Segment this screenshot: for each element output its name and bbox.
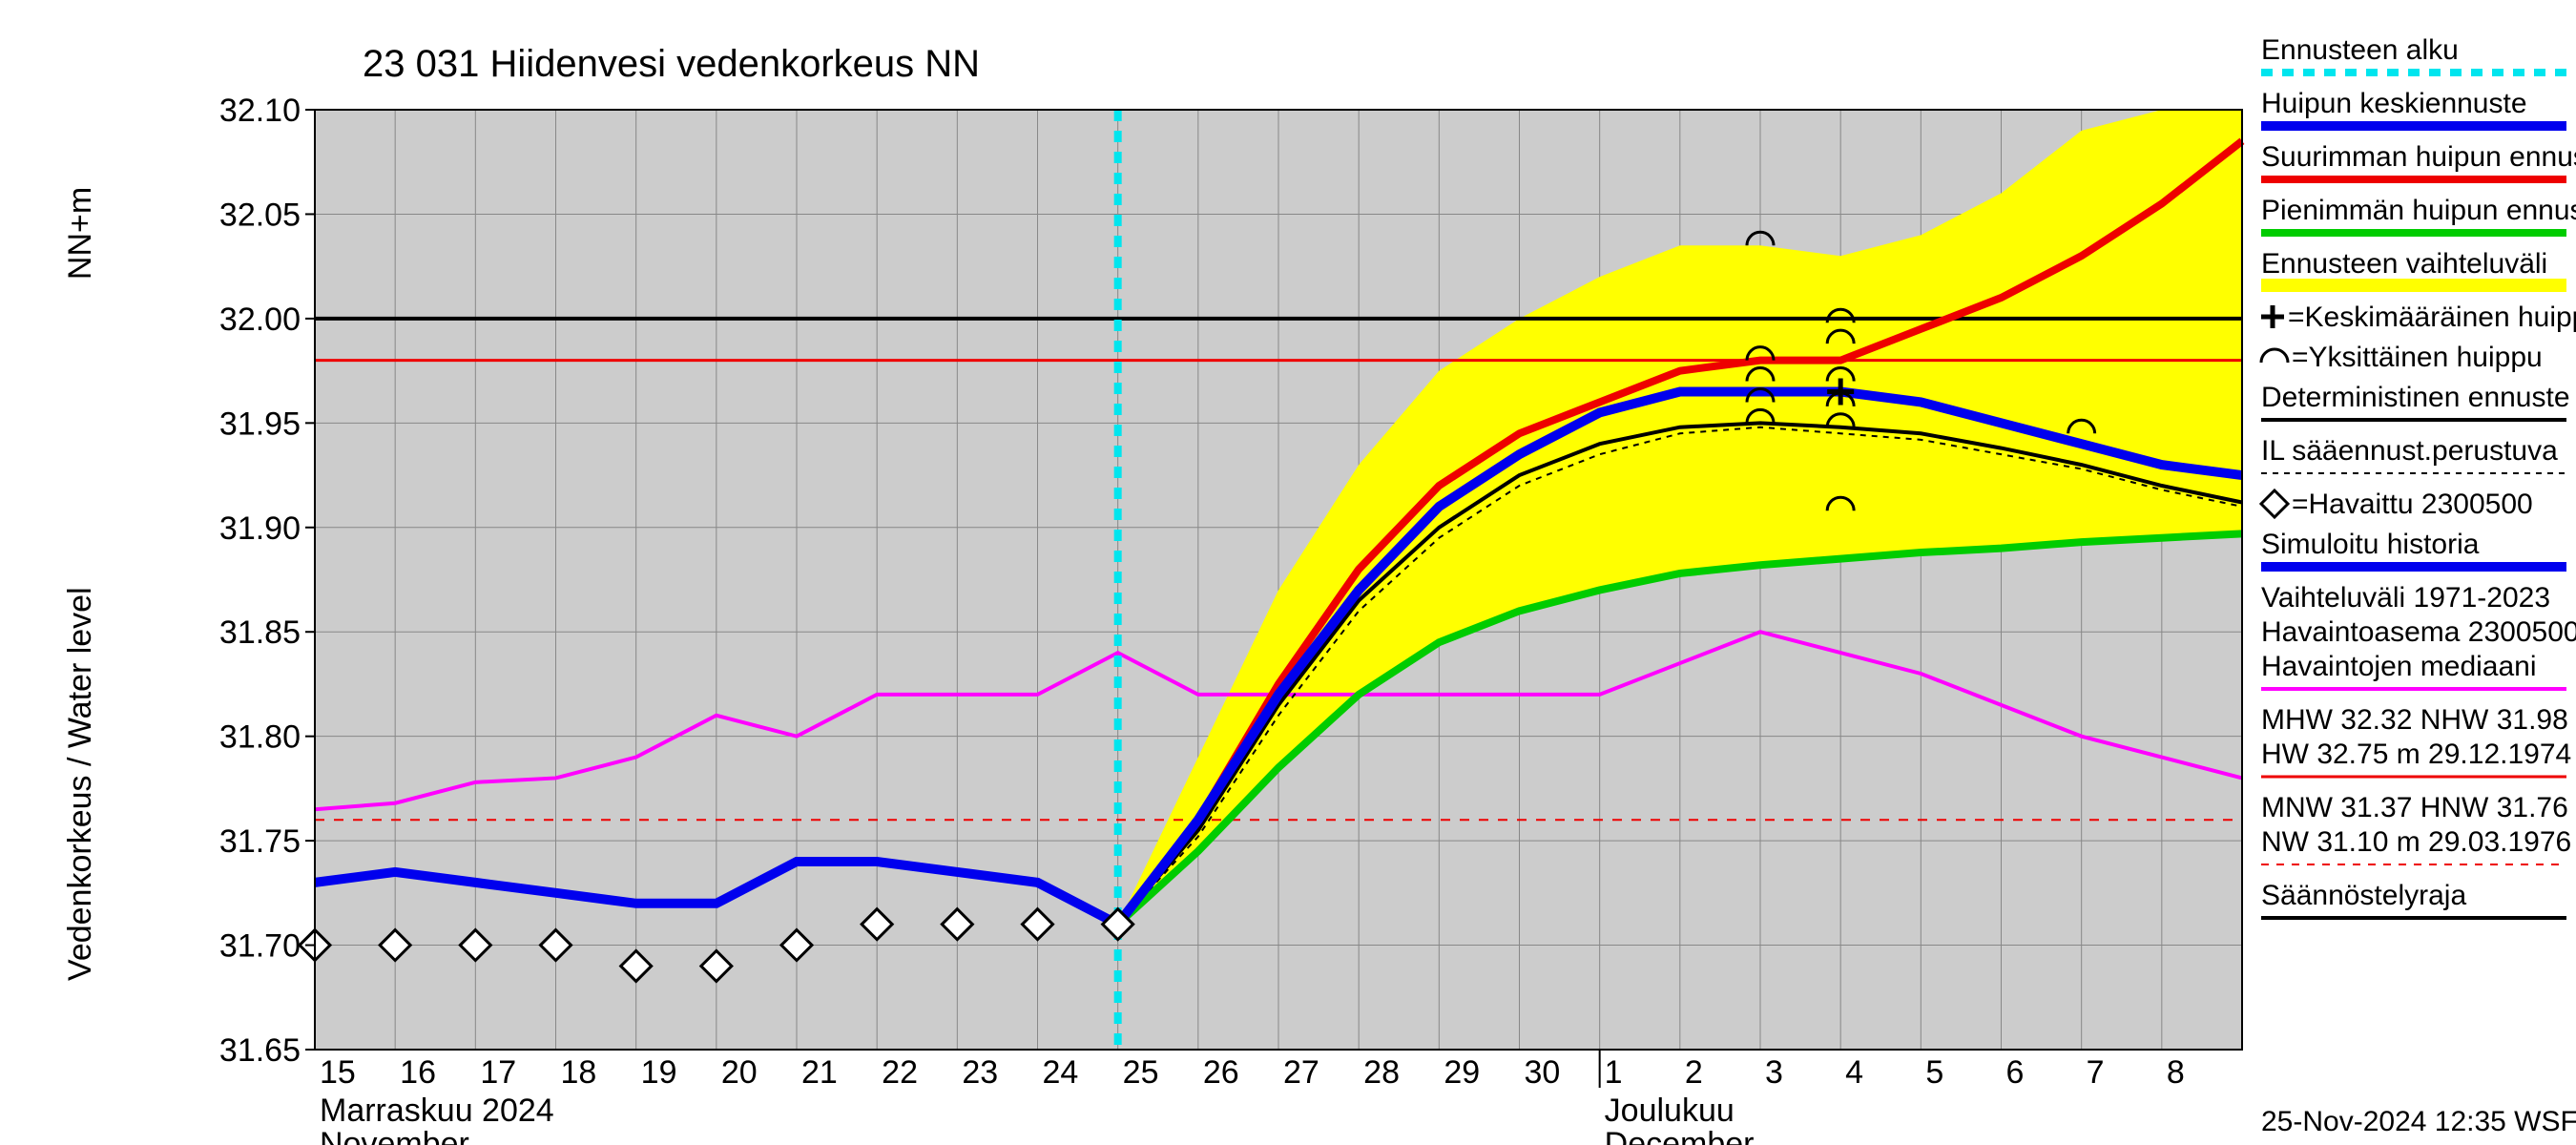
month1-fi: Marraskuu 2024 bbox=[320, 1093, 554, 1129]
y-axis-unit: NN+m bbox=[62, 187, 98, 280]
x-tick-label: 21 bbox=[801, 1054, 838, 1091]
x-tick-label: 25 bbox=[1123, 1054, 1159, 1091]
x-tick-label: 20 bbox=[721, 1054, 758, 1091]
y-tick-label: 31.75 bbox=[219, 823, 301, 860]
legend-label-range: Ennusteen vaihteluväli bbox=[2261, 248, 2547, 280]
x-tick-label: 19 bbox=[641, 1054, 677, 1091]
legend-label-mnw: MNW 31.37 HNW 31.76 bbox=[2261, 792, 2568, 823]
x-tick-label: 4 bbox=[1845, 1054, 1863, 1091]
chart-container: 31.65 31.70 31.75 31.80 31.85 31.90 31.95 32.00… bbox=[0, 0, 2576, 1145]
x-tick-label: 17 bbox=[480, 1054, 516, 1091]
water-level-chart: 31.65 31.70 31.75 31.80 31.85 31.90 31.95 32.00… bbox=[0, 0, 2576, 1145]
legend-label-mean_peak_sym: =Keskimääräinen huippu bbox=[2288, 302, 2576, 333]
x-tick-label: 1 bbox=[1605, 1054, 1623, 1091]
x-tick-label: 30 bbox=[1525, 1054, 1561, 1091]
y-tick-label: 32.00 bbox=[219, 302, 301, 338]
legend-label-hist_range: Vaihteluväli 1971-2023 bbox=[2261, 582, 2550, 614]
x-tick-label: 26 bbox=[1203, 1054, 1239, 1091]
legend-label-deterministic: Deterministinen ennuste bbox=[2261, 382, 2570, 413]
legend-label-peak_min: Pienimmän huipun ennuste bbox=[2261, 195, 2576, 226]
x-tick-label: 22 bbox=[882, 1054, 918, 1091]
x-tick-label: 24 bbox=[1043, 1054, 1079, 1091]
legend-label-forecast_start: Ennusteen alku bbox=[2261, 34, 2459, 66]
footer-timestamp: 25-Nov-2024 12:35 WSFS-O bbox=[2261, 1106, 2576, 1137]
legend-label-median: Havaintojen mediaani bbox=[2261, 651, 2537, 682]
x-tick-label: 27 bbox=[1283, 1054, 1319, 1091]
y-axis-label: Vedenkorkeus / Water level bbox=[62, 587, 98, 981]
x-tick-label: 18 bbox=[561, 1054, 597, 1091]
legend-label-sim_hist: Simuloitu historia bbox=[2261, 529, 2480, 560]
y-tick-label: 31.65 bbox=[219, 1032, 301, 1069]
y-tick-label: 32.10 bbox=[219, 93, 301, 129]
x-tick-label: 3 bbox=[1765, 1054, 1783, 1091]
x-tick-label: 15 bbox=[320, 1054, 356, 1091]
x-tick-label: 28 bbox=[1363, 1054, 1400, 1091]
legend-label-nw: NW 31.10 m 29.03.1976 bbox=[2261, 826, 2571, 858]
y-tick-label: 32.05 bbox=[219, 197, 301, 233]
x-tick-label: 23 bbox=[962, 1054, 998, 1091]
y-tick-label: 31.90 bbox=[219, 510, 301, 547]
y-tick-label: 31.95 bbox=[219, 406, 301, 442]
month1-en: November bbox=[320, 1126, 469, 1145]
legend-label-peak_mean: Huipun keskiennuste bbox=[2261, 88, 2527, 119]
x-tick-label: 5 bbox=[1925, 1054, 1943, 1091]
month2-fi: Joulukuu bbox=[1605, 1093, 1735, 1129]
month2-en: December bbox=[1605, 1126, 1755, 1145]
legend-label-hw: HW 32.75 m 29.12.1974 bbox=[2261, 739, 2571, 770]
legend-label-peak_max: Suurimman huipun ennuste bbox=[2261, 141, 2576, 173]
x-tick-label: 6 bbox=[2006, 1054, 2025, 1091]
y-tick-label: 31.80 bbox=[219, 719, 301, 756]
legend-label-ind_peak_sym: =Yksittäinen huippu bbox=[2292, 342, 2543, 373]
x-tick-label: 7 bbox=[2087, 1054, 2105, 1091]
x-tick-label: 2 bbox=[1685, 1054, 1703, 1091]
legend-label-mhw: MHW 32.32 NHW 31.98 bbox=[2261, 704, 2568, 736]
x-tick-label: 29 bbox=[1444, 1054, 1480, 1091]
y-tick-label: 31.85 bbox=[219, 614, 301, 651]
legend-label-station: Havaintoasema 2300500 bbox=[2261, 616, 2576, 648]
chart-title: 23 031 Hiidenvesi vedenkorkeus NN bbox=[363, 43, 980, 85]
y-tick-label: 31.70 bbox=[219, 928, 301, 965]
legend-label-observed: =Havaittu 2300500 bbox=[2292, 489, 2533, 520]
legend-label-il: IL sääennust.perustuva bbox=[2261, 435, 2558, 467]
x-tick-label: 16 bbox=[400, 1054, 436, 1091]
legend-label-reg: Säännöstelyraja bbox=[2261, 880, 2466, 911]
x-tick-label: 8 bbox=[2167, 1054, 2185, 1091]
